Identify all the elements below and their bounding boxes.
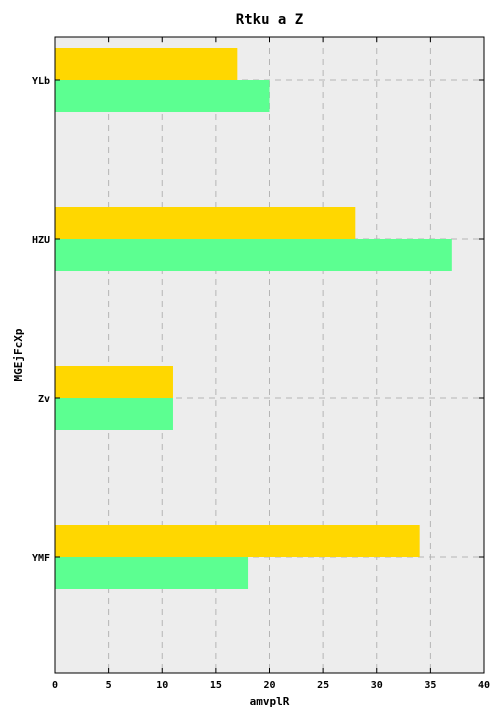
ticks: 0 5 10 15 20 25 30 35 40 YLb HZU Zv YMF xyxy=(32,37,490,691)
bars xyxy=(55,48,452,589)
bar-YLb-series-2 xyxy=(55,80,270,112)
x-tick-label: 20 xyxy=(263,680,275,691)
x-tick-label: 0 xyxy=(52,680,58,691)
bar-YLb-series-1 xyxy=(55,48,238,80)
bar-YMF-series-2 xyxy=(55,557,249,589)
y-tick-label: Zv xyxy=(38,394,50,405)
x-tick-label: 25 xyxy=(317,680,329,691)
y-tick-label: HZU xyxy=(32,235,50,246)
x-axis-label: amvplR xyxy=(250,695,290,708)
bar-YMF-series-1 xyxy=(55,525,420,557)
bar-Zv-series-2 xyxy=(55,398,173,430)
x-tick-label: 15 xyxy=(210,680,222,691)
bar-Zv-series-1 xyxy=(55,366,173,398)
y-axis-label: MGEjFcXp xyxy=(12,328,25,381)
bar-HZU-series-1 xyxy=(55,207,356,239)
y-tick-label: YMF xyxy=(32,553,50,564)
x-tick-label: 30 xyxy=(371,680,383,691)
x-tick-label: 35 xyxy=(424,680,436,691)
x-tick-label: 5 xyxy=(106,680,112,691)
x-tick-label: 10 xyxy=(156,680,168,691)
bar-HZU-series-2 xyxy=(55,239,452,271)
y-tick-label: YLb xyxy=(32,76,50,87)
chart-title: Rtku a Z xyxy=(236,12,303,28)
x-tick-label: 40 xyxy=(478,680,490,691)
